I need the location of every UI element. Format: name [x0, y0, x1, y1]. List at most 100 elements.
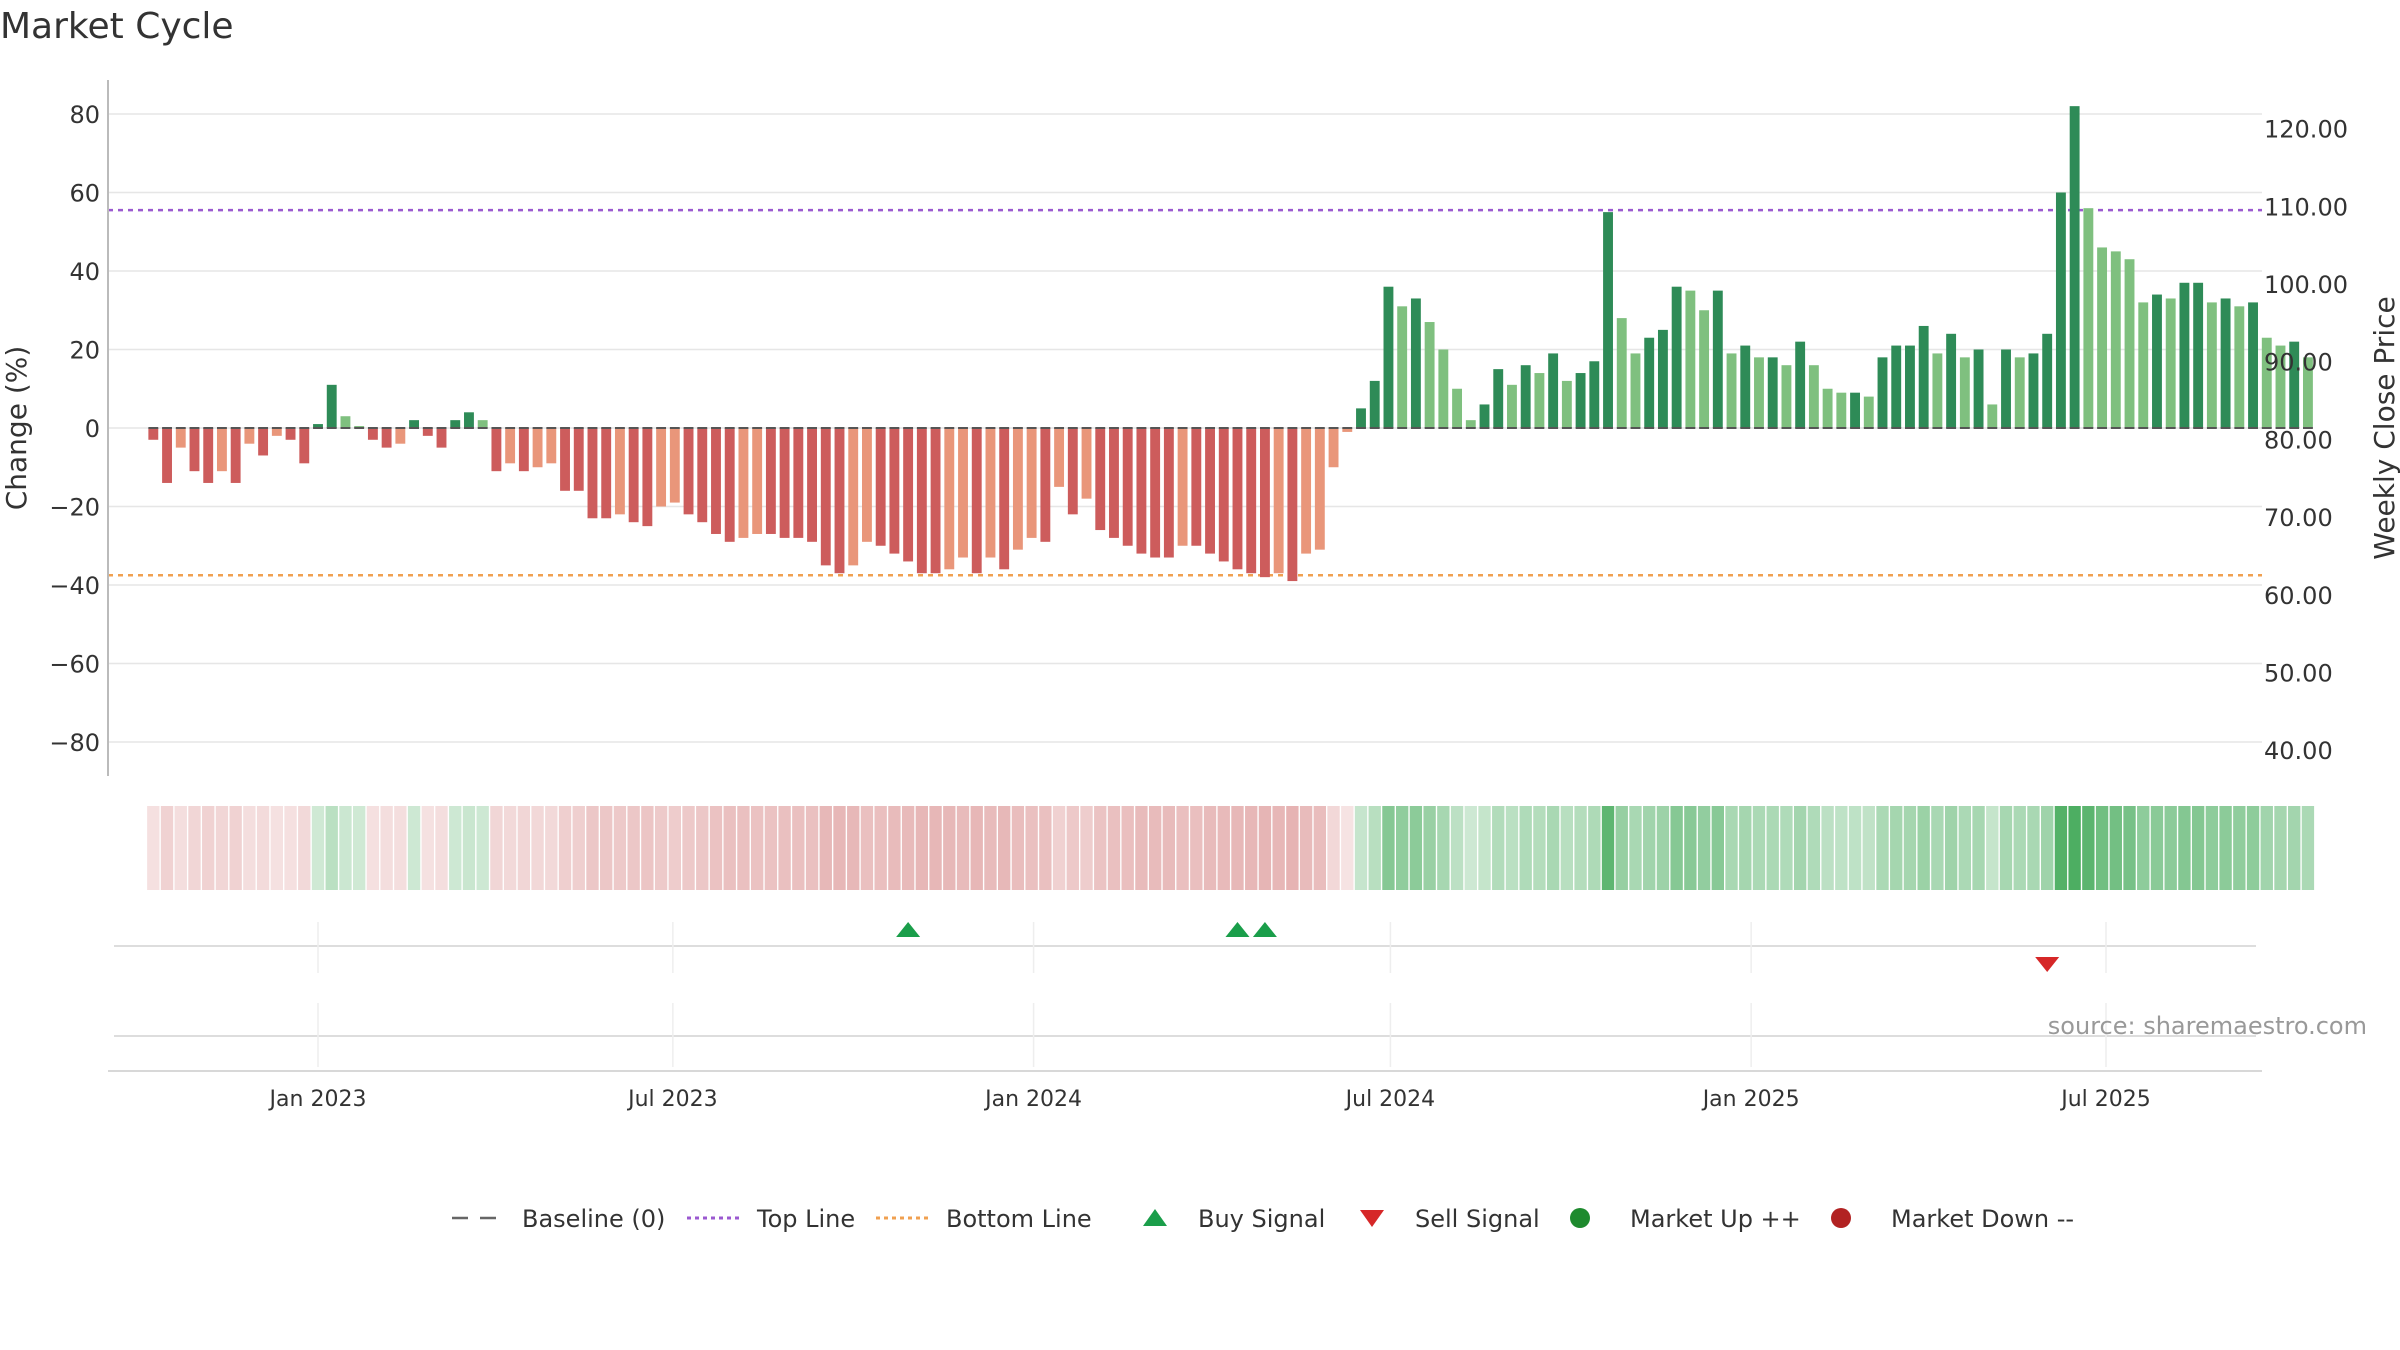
bar: [1259, 428, 1270, 578]
x-tick-label: Jan 2023: [268, 1087, 367, 1112]
sell-signal-marker: [2035, 957, 2060, 972]
strip-cell: [888, 806, 901, 890]
bar: [944, 428, 955, 570]
bar: [1671, 286, 1682, 428]
reference-lines: [108, 208, 2262, 577]
strip-cell: [778, 806, 791, 890]
legend-label: Top Line: [756, 1205, 855, 1233]
strip-cell: [1052, 806, 1066, 890]
bar: [1081, 428, 1092, 499]
strip-cell: [2233, 806, 2246, 890]
bar: [1822, 388, 1833, 428]
bar: [601, 428, 612, 519]
bar: [1808, 365, 1819, 428]
bar: [1218, 428, 1229, 562]
bar: [1699, 310, 1710, 428]
bar: [2234, 306, 2245, 428]
bar: [436, 428, 447, 448]
legend-circle-icon: [1831, 1208, 1851, 1228]
bar: [1507, 384, 1517, 428]
strip-cell: [229, 806, 242, 890]
strip-cell: [1835, 806, 1848, 890]
bar: [326, 384, 337, 428]
strip-cell: [188, 806, 201, 890]
legend-item: Market Up ++: [1570, 1205, 1801, 1233]
strip-cell: [1862, 806, 1875, 890]
bar: [1287, 428, 1298, 582]
strip-cell: [1368, 806, 1381, 890]
strip-cell: [2246, 806, 2260, 890]
source-label: source: sharemaestro.com: [2048, 1012, 2367, 1040]
y-tick-label: −60: [49, 651, 100, 679]
strip-cell: [723, 806, 736, 890]
strip-cell: [929, 806, 942, 890]
bar: [2261, 337, 2272, 428]
strip-cell: [915, 806, 929, 890]
bar: [1328, 428, 1339, 468]
bar: [1410, 298, 1421, 428]
strip-cell: [2274, 806, 2287, 890]
strip-cell: [2027, 806, 2040, 890]
bar: [1383, 286, 1394, 428]
strip-cell: [2191, 806, 2205, 890]
strip-cell: [1615, 806, 1628, 890]
bar: [697, 428, 708, 523]
bar: [807, 428, 817, 542]
bar: [1205, 428, 1215, 554]
bar: [1685, 290, 1696, 428]
strip-cell: [2137, 806, 2150, 890]
strip-cell: [1711, 806, 1724, 890]
strip-cell: [270, 806, 284, 890]
bar: [1040, 428, 1051, 542]
strip-cell: [1903, 806, 1917, 890]
strip-cell: [1560, 806, 1574, 890]
bar: [2097, 247, 2108, 428]
y-tick-label: 60: [69, 180, 100, 208]
legend-item: Top Line: [687, 1205, 855, 1233]
bar: [1973, 349, 1984, 428]
strip-cell: [1890, 806, 1903, 890]
strip-cell: [1066, 806, 1079, 890]
strip-cell: [1986, 806, 1999, 890]
strip-cell: [956, 806, 970, 890]
strip-cell: [160, 806, 174, 890]
bar: [299, 428, 310, 464]
strip-cell: [1148, 806, 1162, 890]
strip-cell: [407, 806, 421, 890]
strip-cell: [1395, 806, 1409, 890]
strip-cell: [215, 806, 229, 890]
bar: [669, 428, 680, 503]
y-axis-label: Change (%): [0, 346, 33, 511]
strip-cell: [256, 806, 270, 890]
y-tick-label: 40: [69, 258, 100, 286]
bar: [862, 428, 872, 542]
bar: [930, 428, 941, 574]
bar: [1946, 333, 1957, 428]
strip-cell: [1752, 806, 1766, 890]
strip-cell: [1464, 806, 1477, 890]
strip-cell: [1121, 806, 1134, 890]
bar: [1891, 345, 1902, 428]
bar: [367, 428, 378, 440]
legend-label: Baseline (0): [522, 1205, 665, 1233]
strip-cell: [1272, 806, 1285, 890]
bar: [148, 428, 159, 440]
bar: [711, 428, 721, 534]
bar: [1150, 428, 1161, 558]
strip-cell: [1917, 806, 1930, 890]
bar: [1644, 337, 1655, 428]
bar: [422, 428, 433, 436]
strip-cell: [847, 806, 860, 890]
strip-cell: [1162, 806, 1176, 890]
legend-item: Bottom Line: [876, 1205, 1092, 1233]
y2-tick-label: 40.00: [2264, 737, 2333, 765]
bar: [1342, 428, 1353, 432]
bar: [1905, 345, 1915, 428]
strip-cell: [531, 806, 544, 890]
bar: [409, 420, 420, 428]
bar: [1465, 420, 1476, 428]
bar: [2193, 282, 2204, 428]
y2-tick-label: 70.00: [2264, 504, 2333, 532]
strip-cell: [1505, 806, 1519, 890]
bar: [765, 428, 776, 534]
